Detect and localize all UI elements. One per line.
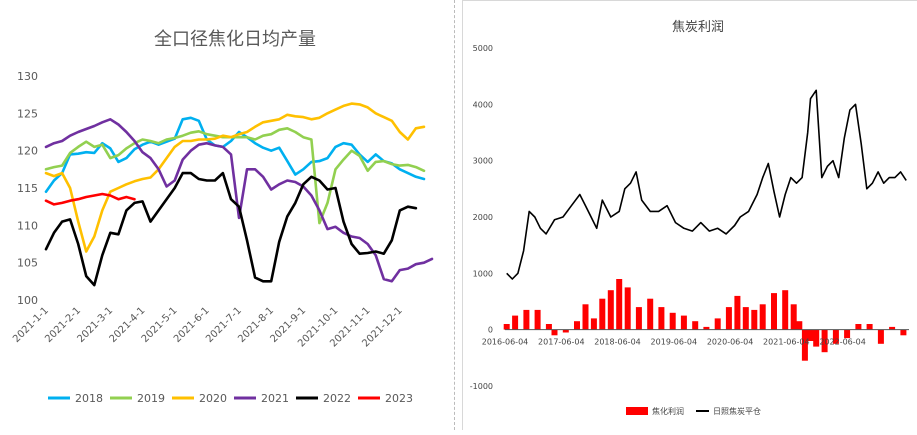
y-tick-label: -1000 — [470, 382, 493, 391]
profit-bar — [889, 326, 896, 330]
legend-label-2021: 2021 — [261, 392, 289, 405]
coking-output-chart-panel: 全口径焦化日均产量 100 105 110 115 120 125 130 2021-1-1… — [0, 0, 455, 430]
profit-bar — [866, 324, 873, 330]
profit-bar — [599, 298, 606, 330]
chart-title: 全口径焦化日均产量 — [154, 29, 316, 50]
profit-bar — [759, 304, 766, 330]
y-tick-label: 100 — [17, 294, 38, 307]
profit-bars — [503, 279, 907, 361]
profit-bar — [714, 318, 721, 330]
y-tick-label: 5000 — [473, 44, 493, 53]
y-tick-label: 3000 — [473, 157, 493, 166]
profit-bar — [512, 315, 519, 330]
legend: 2018 2019 2020 2021 2022 2023 — [48, 392, 413, 405]
legend-label-2020: 2020 — [199, 392, 227, 405]
profit-bar — [551, 329, 558, 336]
legend-swatch-profit — [626, 407, 648, 415]
profit-bar — [590, 318, 597, 330]
y-tick-label: 115 — [17, 182, 38, 195]
x-tick-label: 2022-06-04 — [819, 338, 866, 347]
coke-profit-chart-panel: 焦炭利润 -1000 0 1000 2000 3000 4000 5000 2016-06-… — [462, 0, 917, 430]
profit-bar — [703, 326, 710, 330]
profit-bar — [534, 309, 541, 330]
series-line-2021 — [44, 118, 434, 283]
profit-bar — [523, 309, 530, 330]
x-tick-label: 2017-06-04 — [538, 338, 585, 347]
x-tick-label: 2018-06-04 — [594, 338, 641, 347]
x-tick-label: 2019-06-04 — [651, 338, 698, 347]
x-tick-label: 2016-06-04 — [482, 338, 529, 347]
profit-bar — [832, 329, 839, 344]
profit-bar — [801, 329, 808, 361]
profit-bar — [813, 329, 820, 347]
profit-bar — [807, 329, 814, 341]
y-tick-label: 4000 — [473, 100, 493, 109]
profit-bar — [624, 287, 631, 330]
x-tick-label: 2020-06-04 — [707, 338, 754, 347]
chart-title: 焦炭利润 — [672, 20, 724, 35]
profit-bar — [503, 324, 510, 330]
legend-label-2022: 2022 — [323, 392, 351, 405]
profit-bar — [669, 312, 676, 330]
legend-label-2019: 2019 — [137, 392, 165, 405]
y-tick-label: 2000 — [473, 213, 493, 222]
profit-bar — [734, 295, 741, 330]
y-axis: -1000 0 1000 2000 3000 4000 5000 — [470, 44, 493, 391]
profit-bar — [742, 307, 749, 330]
profit-bar — [647, 298, 654, 330]
legend-label-2018: 2018 — [75, 392, 103, 405]
y-tick-label: 110 — [17, 219, 38, 232]
profit-bar — [771, 293, 777, 330]
profit-bar — [796, 321, 803, 330]
series-line-price — [506, 89, 907, 280]
x-axis: 2021-1-12021-2-12021-3-12021-4-12021-5-1… — [11, 305, 405, 349]
y-tick-label: 120 — [17, 145, 38, 158]
profit-bar — [562, 329, 569, 333]
profit-bar — [545, 324, 552, 330]
y-tick-label: 105 — [17, 257, 38, 270]
profit-bar — [877, 329, 884, 344]
plot-area — [44, 102, 434, 287]
y-tick-label: 130 — [17, 70, 38, 83]
profit-bar — [658, 307, 665, 330]
profit-bar — [790, 304, 797, 330]
profit-bar — [821, 329, 828, 353]
legend: 焦化利润 日照焦炭平仓 — [626, 406, 761, 416]
price-line — [506, 89, 907, 280]
y-tick-label: 1000 — [473, 269, 493, 278]
legend-label-profit: 焦化利润 — [652, 406, 684, 416]
x-axis: 2016-06-04 2017-06-04 2018-06-04 2019-06-04… — [482, 338, 866, 347]
y-axis: 100 105 110 115 120 125 130 — [17, 70, 38, 307]
profit-bar — [692, 321, 699, 330]
profit-bar — [582, 304, 589, 330]
coking-output-chart: 全口径焦化日均产量 100 105 110 115 120 125 130 2021-1-1… — [11, 29, 434, 405]
coke-profit-chart: 焦炭利润 -1000 0 1000 2000 3000 4000 5000 2016-06-… — [470, 20, 909, 416]
series-line-2022 — [44, 171, 418, 287]
profit-bar — [751, 309, 758, 330]
profit-bar — [725, 307, 732, 330]
profit-bar — [616, 279, 623, 330]
profit-bar — [635, 307, 642, 330]
y-tick-label: 125 — [17, 107, 38, 120]
y-tick-label: 0 — [488, 326, 493, 335]
legend-label-price: 日照焦炭平仓 — [713, 406, 761, 416]
profit-bar — [680, 315, 687, 330]
profit-bar — [844, 329, 851, 339]
profit-bar — [855, 324, 862, 330]
legend-label-2023: 2023 — [385, 392, 413, 405]
x-tick-label: 2021-06-04 — [763, 338, 810, 347]
profit-bar — [900, 329, 907, 336]
profit-bar — [782, 290, 789, 330]
profit-bar — [607, 290, 614, 330]
series-line-2023 — [44, 192, 136, 206]
profit-bar — [574, 321, 580, 330]
series-line-2019 — [44, 127, 426, 225]
